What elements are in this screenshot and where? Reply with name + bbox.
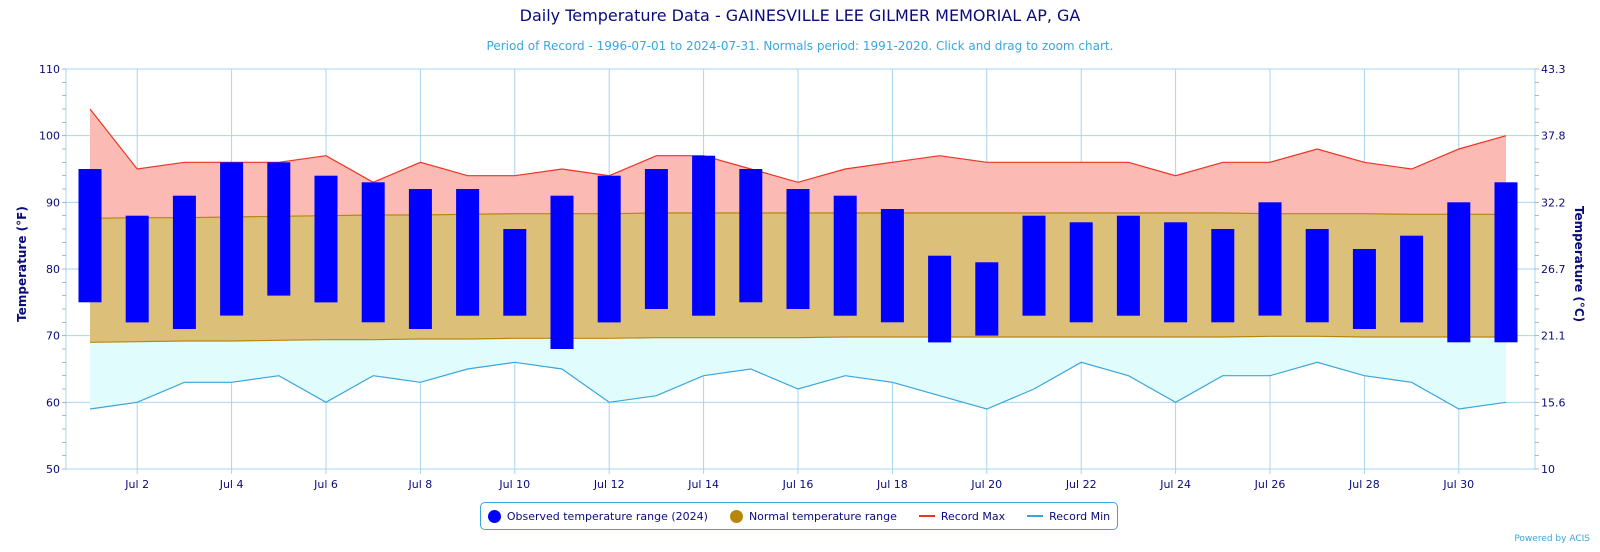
- observed-bar: [1400, 235, 1424, 323]
- y-tick-label-left: 110: [39, 63, 60, 76]
- observed-bar: [1069, 222, 1093, 323]
- legend-label-normal: Normal temperature range: [748, 509, 897, 523]
- record-min-area: [90, 336, 1506, 409]
- legend: Observed temperature range (2024) Normal…: [480, 502, 1118, 530]
- x-tick-label: Jul 8: [408, 478, 433, 491]
- y-tick-label-left: 60: [46, 396, 60, 409]
- observed-bar: [692, 155, 716, 316]
- observed-bar: [456, 189, 480, 316]
- legend-item-normal[interactable]: Normal temperature range: [729, 509, 897, 523]
- legend-label-record-max: Record Max: [940, 509, 1006, 523]
- observed-bar: [1258, 202, 1282, 316]
- x-tick-label: Jul 4: [219, 478, 244, 491]
- observed-bar: [550, 195, 574, 349]
- observed-bar: [880, 209, 904, 323]
- y-tick-label-right: 43.3: [1541, 63, 1566, 76]
- legend-item-record-min[interactable]: Record Min: [1027, 510, 1110, 523]
- observed-bar: [644, 169, 668, 309]
- normal-marker-icon: [729, 509, 743, 523]
- normal-low-line: [89, 335, 1506, 343]
- y-tick-label-left: 90: [46, 196, 60, 209]
- observed-bar: [1494, 182, 1518, 343]
- observed-bar: [1164, 222, 1188, 323]
- x-tick-label: Jul 20: [970, 478, 1002, 491]
- observed-bar: [833, 195, 857, 316]
- observed-bars: [78, 155, 1518, 349]
- chart-title: Daily Temperature Data - GAINESVILLE LEE…: [519, 6, 1081, 25]
- y-tick-label-left: 70: [46, 330, 60, 343]
- x-tick-label: Jul 18: [876, 478, 908, 491]
- observed-bar: [786, 189, 810, 309]
- observed-bar: [975, 262, 999, 336]
- y-axis-title-right: Temperature (°C): [1572, 206, 1586, 322]
- observed-bar: [739, 169, 763, 303]
- x-tick-label: Jul 14: [687, 478, 719, 491]
- legend-label-record-min: Record Min: [1049, 509, 1111, 523]
- y-tick-label-left: 100: [39, 130, 60, 143]
- legend-item-observed[interactable]: Observed temperature range (2024): [487, 509, 708, 523]
- record-max-area: [90, 109, 1506, 219]
- observed-bar: [172, 195, 196, 329]
- observed-bar: [220, 162, 244, 316]
- observed-bar: [361, 182, 385, 323]
- y-tick-label-right: 37.8: [1541, 130, 1566, 143]
- x-tick-label: Jul 6: [313, 478, 338, 491]
- y-tick-label-right: 26.7: [1541, 263, 1566, 276]
- y-tick-label-left: 80: [46, 263, 60, 276]
- observed-bar: [1211, 229, 1235, 323]
- observed-bar: [1022, 215, 1046, 316]
- credits-link[interactable]: Powered by ACIS: [1514, 534, 1590, 544]
- record-max-line: [89, 108, 1507, 183]
- x-tick-label: Jul 12: [593, 478, 625, 491]
- observed-bar: [928, 255, 952, 343]
- y-tick-label-left: 50: [46, 463, 60, 476]
- y-tick-label-right: 21.1: [1541, 330, 1566, 343]
- x-tick-label: Jul 24: [1159, 478, 1191, 491]
- y-tick-label-right: 32.2: [1541, 196, 1566, 209]
- y-axis-title-left: Temperature (°F): [15, 206, 29, 322]
- chart-subtitle: Period of Record - 1996-07-01 to 2024-07…: [486, 39, 1114, 53]
- observed-bar: [1447, 202, 1471, 343]
- x-tick-label: Jul 22: [1065, 478, 1097, 491]
- observed-bar: [503, 229, 527, 316]
- x-tick-label: Jul 30: [1442, 478, 1474, 491]
- observed-bar: [408, 189, 432, 329]
- x-tick-label: Jul 28: [1348, 478, 1380, 491]
- legend-item-record-max[interactable]: Record Max: [918, 509, 1006, 523]
- observed-bar: [267, 162, 291, 296]
- observed-bar: [314, 175, 338, 303]
- observed-bar: [1116, 215, 1140, 316]
- record-min-line-icon: [1027, 515, 1044, 517]
- observed-bar: [78, 169, 102, 303]
- y-tick-label-right: 15.6: [1541, 396, 1566, 409]
- observed-bar: [1305, 229, 1329, 323]
- observed-bar: [125, 215, 149, 323]
- y-tick-label-right: 10: [1541, 463, 1555, 476]
- x-tick-label: Jul 10: [498, 478, 530, 491]
- axes: 50 10 60 15.6 70 21.1 80 26.7 90 32.2 100 37.8 110 43…: [39, 63, 1566, 491]
- observed-bar: [597, 175, 621, 323]
- observed-marker-icon: [487, 509, 501, 523]
- observed-bar: [1352, 249, 1376, 329]
- record-min-line: [89, 361, 1507, 410]
- legend-label-observed: Observed temperature range (2024): [506, 509, 708, 523]
- x-tick-label: Jul 2: [124, 478, 149, 491]
- record-max-line-icon: [918, 515, 935, 517]
- x-tick-label: Jul 16: [782, 478, 814, 491]
- x-tick-label: Jul 26: [1254, 478, 1286, 491]
